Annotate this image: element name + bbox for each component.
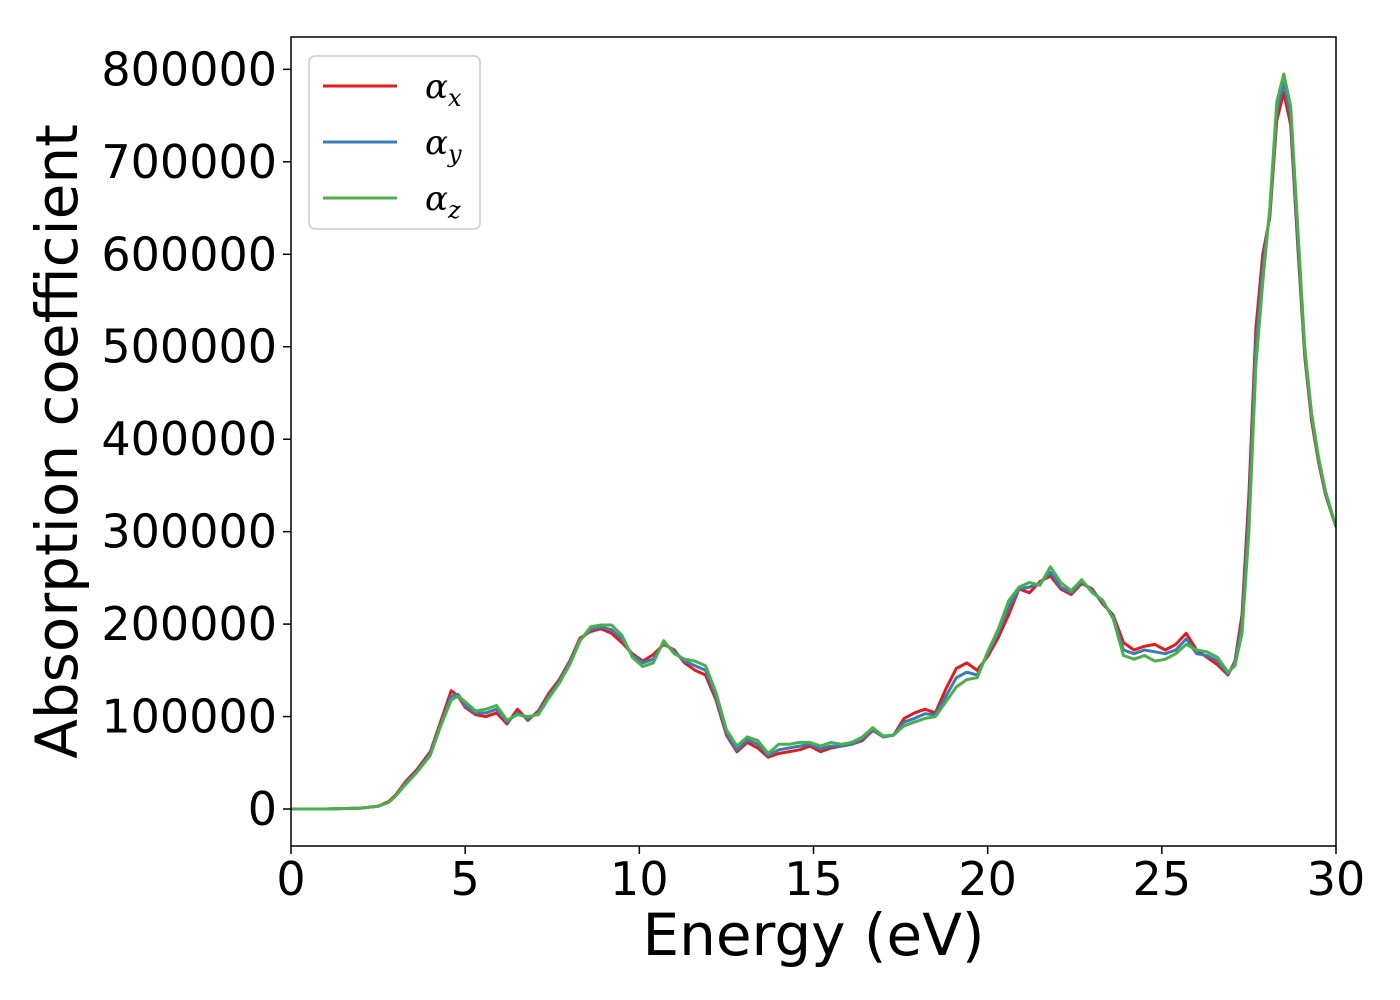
y-tick-label: 500000 [101,320,277,374]
x-tick-label: 5 [451,852,480,906]
x-tick-label: 20 [958,852,1017,906]
y-tick-label: 300000 [101,505,277,559]
y-tick-label: 400000 [101,412,277,466]
legend-symbol: α [425,179,448,219]
legend-symbol: α [425,67,448,107]
x-tick-label: 15 [784,852,843,906]
legend-subscript: z [447,196,461,224]
legend-label: αz [425,179,461,224]
series-line-2 [291,72,1336,811]
y-tick-label: 100000 [101,690,277,744]
x-tick-label: 30 [1307,852,1366,906]
legend-symbol: α [425,123,448,163]
legend-label: αy [425,123,462,168]
plot-lines [291,72,1336,811]
y-tick-label: 0 [248,782,277,836]
x-tick-label: 25 [1133,852,1192,906]
x-tick-label: 10 [610,852,669,906]
y-tick-label: 800000 [101,42,277,96]
y-axis-ticks: 0 100000 200000 300000 400000 500000 600000 700… [101,42,291,836]
x-axis-ticks: 0 5 10 15 20 25 30 [276,846,1365,906]
legend-subscript: y [447,140,462,168]
y-axis-title: Absorption coefficient [23,124,91,759]
x-axis-title: Energy (eV) [642,901,984,969]
y-tick-label: 700000 [101,135,277,189]
legend-subscript: x [448,84,462,112]
y-tick-label: 600000 [101,227,277,281]
y-tick-label: 200000 [101,597,277,651]
x-tick-label: 0 [276,852,305,906]
legend-label: αx [425,67,462,112]
